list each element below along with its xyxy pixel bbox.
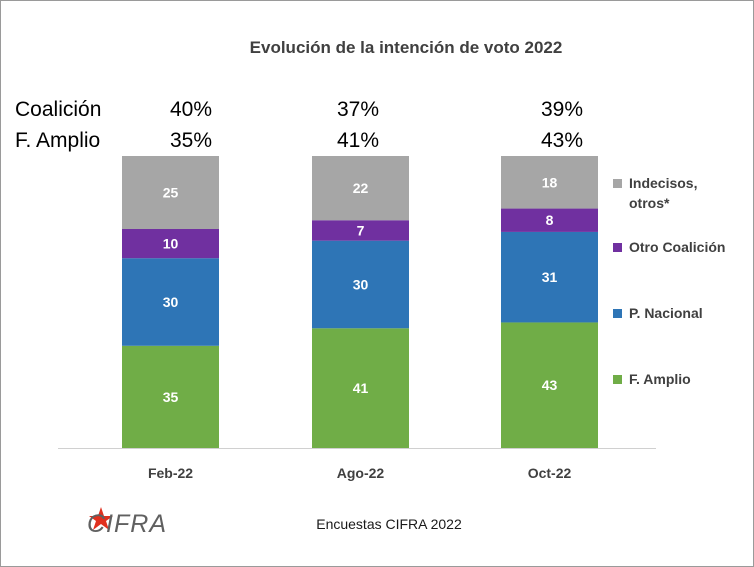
bar-p-nacional-feb-22 xyxy=(122,258,219,346)
chart-title: Evolución de la intención de voto 2022 xyxy=(250,38,563,57)
legend: Indecisos, otros* Otro Coalición P. Naciona… xyxy=(613,175,725,387)
legend-swatch-f-amplio xyxy=(613,375,622,384)
summary-value-f-amplio-oct-22: 43% xyxy=(541,129,583,152)
bar-otro-coalici-n-feb-22 xyxy=(122,229,219,259)
bar-f-amplio-ago-22 xyxy=(312,328,409,448)
data-label-p-nacional-ago-22: 30 xyxy=(353,276,369,292)
bar-otro-coalici-n-oct-22 xyxy=(501,208,598,232)
data-label-otro-coalici-n-oct-22: 8 xyxy=(546,212,554,228)
summary-label-f-amplio: F. Amplio xyxy=(15,129,100,152)
summary-table: Coalición 40% 37% 39% F. Amplio 35% 41% 43% xyxy=(15,98,583,152)
logo-wordmark: CIFRA xyxy=(87,510,167,538)
data-label-otro-coalici-n-feb-22: 10 xyxy=(163,236,179,252)
data-label-indecisos-otros-ago-22: 22 xyxy=(353,180,369,196)
x-axis-ticks: Feb-22 Ago-22 Oct-22 xyxy=(58,448,656,481)
legend-swatch-indecisos-otros xyxy=(613,179,622,188)
bar-indecisos-otros-ago-22 xyxy=(312,156,409,221)
bar-indecisos-otros-feb-22 xyxy=(122,156,219,229)
data-label-p-nacional-oct-22: 31 xyxy=(542,269,558,285)
legend-label-p-nacional: P. Nacional xyxy=(629,305,703,321)
bar-otro-coalici-n-ago-22 xyxy=(312,220,409,241)
footer-source: Encuestas CIFRA 2022 xyxy=(316,516,462,532)
legend-label-f-amplio: F. Amplio xyxy=(629,371,691,387)
legend-swatch-otro-coalici-n xyxy=(613,243,622,252)
bar-p-nacional-ago-22 xyxy=(312,240,409,329)
x-tick-ago-22: Ago-22 xyxy=(337,465,385,481)
data-label-indecisos-otros-oct-22: 18 xyxy=(542,174,558,190)
summary-value-f-amplio-ago-22: 41% xyxy=(337,129,379,152)
bar-indecisos-otros-oct-22 xyxy=(501,156,598,209)
summary-value-f-amplio-feb-22: 35% xyxy=(170,129,212,152)
data-label-p-nacional-feb-22: 30 xyxy=(163,294,179,310)
legend-label-otro-coalici-n: Otro Coalición xyxy=(629,239,725,255)
bar-f-amplio-oct-22 xyxy=(501,322,598,448)
logo-star-icon xyxy=(89,507,113,530)
bar-f-amplio-feb-22 xyxy=(122,345,219,448)
legend-label-indecisos-otros: Indecisos, otros* xyxy=(629,175,697,211)
legend-swatch-p-nacional xyxy=(613,309,622,318)
data-label-indecisos-otros-feb-22: 25 xyxy=(163,185,179,201)
x-tick-feb-22: Feb-22 xyxy=(148,465,193,481)
data-label-f-amplio-oct-22: 43 xyxy=(542,377,558,393)
x-tick-oct-22: Oct-22 xyxy=(528,465,572,481)
summary-value-coalici-n-oct-22: 39% xyxy=(541,98,583,121)
summary-value-coalici-n-ago-22: 37% xyxy=(337,98,379,121)
summary-value-coalici-n-feb-22: 40% xyxy=(170,98,212,121)
bar-p-nacional-oct-22 xyxy=(501,231,598,323)
bars-group: 35 30 10 25 41 30 7 22 43 31 8 18 xyxy=(122,156,598,448)
data-label-f-amplio-ago-22: 41 xyxy=(353,380,369,396)
summary-label-coalici-n: Coalición xyxy=(15,98,101,121)
data-label-otro-coalici-n-ago-22: 7 xyxy=(357,222,365,238)
cifra-logo: CIFRA xyxy=(87,507,167,538)
data-label-f-amplio-feb-22: 35 xyxy=(163,389,179,405)
